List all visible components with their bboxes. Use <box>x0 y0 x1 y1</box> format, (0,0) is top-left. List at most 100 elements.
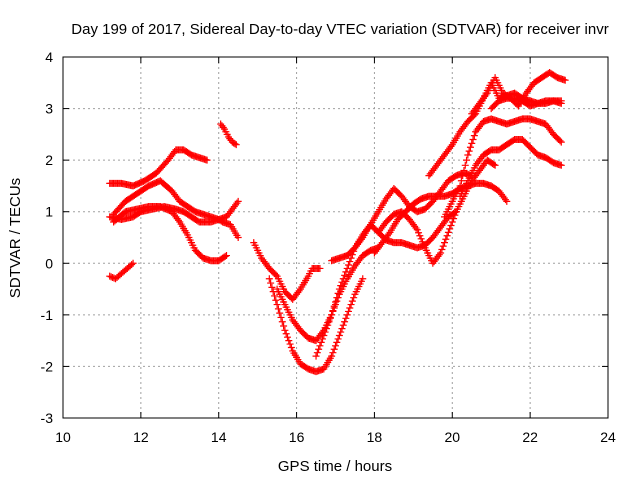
data-point <box>329 349 337 357</box>
data-point <box>231 140 239 148</box>
data-point <box>315 345 323 353</box>
data-point <box>233 199 241 207</box>
data-point <box>223 252 230 260</box>
data-point <box>469 136 477 144</box>
x-axis-label: GPS time / hours <box>278 458 392 475</box>
data-point <box>446 225 454 233</box>
data-point <box>324 321 332 329</box>
data-point <box>465 147 473 155</box>
data-point <box>335 285 343 293</box>
data-point <box>322 325 330 333</box>
data-point <box>412 224 420 232</box>
data-point <box>441 239 448 247</box>
data-point <box>557 161 565 169</box>
series-arc-o <box>441 115 565 221</box>
data-point <box>332 298 339 306</box>
data-point <box>444 228 452 236</box>
series-arc-f <box>217 120 240 149</box>
data-point <box>232 141 240 149</box>
data-point <box>337 282 345 290</box>
y-tick-label: -1 <box>41 307 54 323</box>
data-point <box>556 137 564 145</box>
data-point <box>385 230 393 238</box>
data-point <box>280 322 288 330</box>
data-point <box>561 76 569 84</box>
data-point <box>333 338 341 346</box>
data-point <box>347 301 355 309</box>
data-point <box>313 349 321 357</box>
data-point <box>463 156 471 164</box>
data-point <box>342 268 350 276</box>
data-point <box>557 97 565 105</box>
x-tick-label: 22 <box>522 429 538 445</box>
data-point <box>468 139 476 147</box>
data-point <box>332 342 339 350</box>
data-point <box>447 221 455 229</box>
data-point <box>317 338 325 346</box>
data-point <box>129 259 137 267</box>
data-point <box>470 132 478 140</box>
x-tick-label: 12 <box>133 429 149 445</box>
data-point <box>335 331 343 339</box>
data-point <box>448 218 456 226</box>
data-point <box>343 264 351 272</box>
data-point <box>320 331 328 339</box>
x-tick-label: 10 <box>55 429 71 445</box>
data-point <box>491 161 499 169</box>
axis-ticks <box>62 56 609 419</box>
data-point <box>557 138 565 146</box>
data-point <box>416 232 424 240</box>
data-point <box>334 289 342 297</box>
series-arc-d <box>110 203 230 265</box>
y-tick-label: 0 <box>45 255 53 271</box>
series-arc-c <box>110 177 242 241</box>
data-points <box>106 68 569 376</box>
y-axis-label: SDTVAR / TECUs <box>7 178 24 298</box>
data-point <box>342 314 350 322</box>
data-point <box>338 325 346 333</box>
data-point <box>344 307 352 315</box>
plot-frame <box>62 56 609 419</box>
data-point <box>443 232 451 240</box>
y-tick-label: 1 <box>45 204 53 220</box>
data-point <box>312 352 320 360</box>
x-tick-label: 18 <box>367 429 383 445</box>
data-point <box>282 330 290 338</box>
data-point <box>319 335 327 343</box>
data-point <box>234 197 242 205</box>
data-point <box>316 342 324 350</box>
series-arc-m <box>374 156 499 267</box>
data-point <box>457 177 465 185</box>
data-point <box>321 328 329 336</box>
data-point <box>357 235 365 243</box>
data-point <box>328 311 336 319</box>
data-point <box>338 278 346 286</box>
data-point <box>286 340 294 348</box>
data-point <box>450 215 458 223</box>
data-point <box>329 307 337 315</box>
data-point <box>459 172 467 180</box>
data-point <box>219 123 227 131</box>
data-point <box>274 305 282 313</box>
data-point <box>438 246 446 254</box>
y-tick-label: -2 <box>41 358 54 374</box>
data-point <box>277 313 285 321</box>
data-point <box>272 271 280 279</box>
data-point <box>276 309 284 317</box>
chart-title: Day 199 of 2017, Sidereal Day-to-day VTE… <box>71 21 608 38</box>
data-point <box>344 261 352 269</box>
data-point <box>278 318 286 326</box>
data-point <box>271 292 279 300</box>
y-tick-label: 3 <box>45 101 53 117</box>
data-point <box>501 196 509 204</box>
data-point <box>272 296 280 304</box>
x-tick-label: 24 <box>600 429 616 445</box>
data-point <box>339 321 347 329</box>
data-point <box>333 294 341 302</box>
data-point <box>128 261 136 269</box>
data-point <box>295 287 303 295</box>
data-point <box>437 249 445 257</box>
